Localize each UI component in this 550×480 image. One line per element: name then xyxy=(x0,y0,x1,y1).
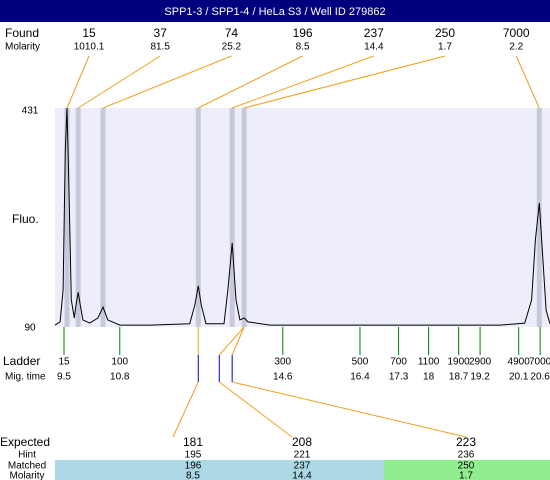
exp-molarity-label: Molarity xyxy=(9,471,44,480)
matched: 237 xyxy=(294,461,311,472)
ladder-time: 19.2 xyxy=(470,372,490,383)
connector xyxy=(66,55,90,109)
ladder-time: 20.1 xyxy=(509,372,529,383)
peak-size: 237 xyxy=(364,26,384,40)
ladder-size: 7000 xyxy=(529,357,550,368)
ladder-size: 100 xyxy=(111,357,128,368)
connector xyxy=(198,55,303,109)
connector xyxy=(172,381,199,438)
ladder-size: 300 xyxy=(274,357,291,368)
status-cell xyxy=(247,460,384,480)
time-label: Mig. time xyxy=(5,372,46,383)
hint: 195 xyxy=(185,450,202,461)
connector xyxy=(102,55,232,109)
ladder-time: 18 xyxy=(423,372,435,383)
ladder-time: 17.3 xyxy=(389,372,409,383)
molarity-label: Molarity xyxy=(5,42,40,53)
y-tick-label: 431 xyxy=(22,106,39,117)
connector xyxy=(232,381,467,438)
peak-band xyxy=(241,108,247,327)
peak-molarity: 14.4 xyxy=(364,42,384,53)
ladder-size: 500 xyxy=(352,357,369,368)
peak-band xyxy=(195,108,201,327)
hint: 221 xyxy=(294,450,311,461)
peak-size: 37 xyxy=(154,26,168,40)
molarity: 1.7 xyxy=(459,471,473,480)
peak-size: 250 xyxy=(435,26,455,40)
found-label: Found xyxy=(5,26,39,40)
connector xyxy=(244,55,446,109)
peak-band xyxy=(64,108,70,327)
ladder-time: 10.8 xyxy=(110,372,130,383)
molarity: 14.4 xyxy=(292,471,312,480)
ladder-time: 9.5 xyxy=(57,372,71,383)
peak-molarity: 2.2 xyxy=(509,42,523,53)
ladder-size: 1900 xyxy=(448,357,471,368)
peak-size: 196 xyxy=(293,26,313,40)
status-cell xyxy=(55,460,248,480)
ladder-size: 700 xyxy=(390,357,407,368)
peak-size: 15 xyxy=(82,26,96,40)
peak-band xyxy=(536,108,542,327)
peak-molarity: 1010.1 xyxy=(74,42,105,53)
matched: 196 xyxy=(185,461,202,472)
status-cell xyxy=(384,460,550,480)
peak-band xyxy=(100,108,106,327)
expected-label: Expected xyxy=(0,435,50,449)
expected-size: 181 xyxy=(183,435,203,449)
matched: 250 xyxy=(458,461,475,472)
connector xyxy=(77,55,161,109)
expected-size: 208 xyxy=(292,435,312,449)
title-bar xyxy=(0,0,550,22)
connector xyxy=(218,326,245,356)
plot-area xyxy=(55,108,550,327)
peak-band xyxy=(75,108,81,327)
ladder-size: 4900 xyxy=(508,357,531,368)
ladder-time: 18.7 xyxy=(449,372,469,383)
title: SPP1-3 / SPP1-4 / HeLa S3 / Well ID 2798… xyxy=(164,6,385,18)
y-tick-label: 90 xyxy=(24,323,36,334)
peak-size: 7000 xyxy=(503,26,530,40)
peak-size: 74 xyxy=(225,26,239,40)
peak-molarity: 25.2 xyxy=(222,42,242,53)
connector xyxy=(218,381,293,438)
ladder-time: 20.6 xyxy=(530,372,550,383)
y-label: Fluo. xyxy=(12,212,39,226)
ladder-time: 14.6 xyxy=(273,372,293,383)
hint-label: Hint xyxy=(18,450,36,461)
ladder-size: 1100 xyxy=(418,357,440,368)
connector xyxy=(515,55,540,109)
trace xyxy=(54,107,550,326)
connector xyxy=(231,55,374,109)
ladder-time: 16.4 xyxy=(350,372,370,383)
hint: 236 xyxy=(458,450,475,461)
ladder-label: Ladder xyxy=(3,354,40,368)
peak-molarity: 81.5 xyxy=(150,42,170,53)
peak-molarity: 1.7 xyxy=(438,42,452,53)
molarity: 8.5 xyxy=(186,471,200,480)
peak-molarity: 8.5 xyxy=(296,42,310,53)
peak-band xyxy=(229,108,235,327)
matched-label: Matched xyxy=(8,461,46,472)
ladder-size: 15 xyxy=(58,357,70,368)
expected-size: 223 xyxy=(456,435,476,449)
ladder-size: 2900 xyxy=(469,357,492,368)
connector xyxy=(231,326,245,356)
